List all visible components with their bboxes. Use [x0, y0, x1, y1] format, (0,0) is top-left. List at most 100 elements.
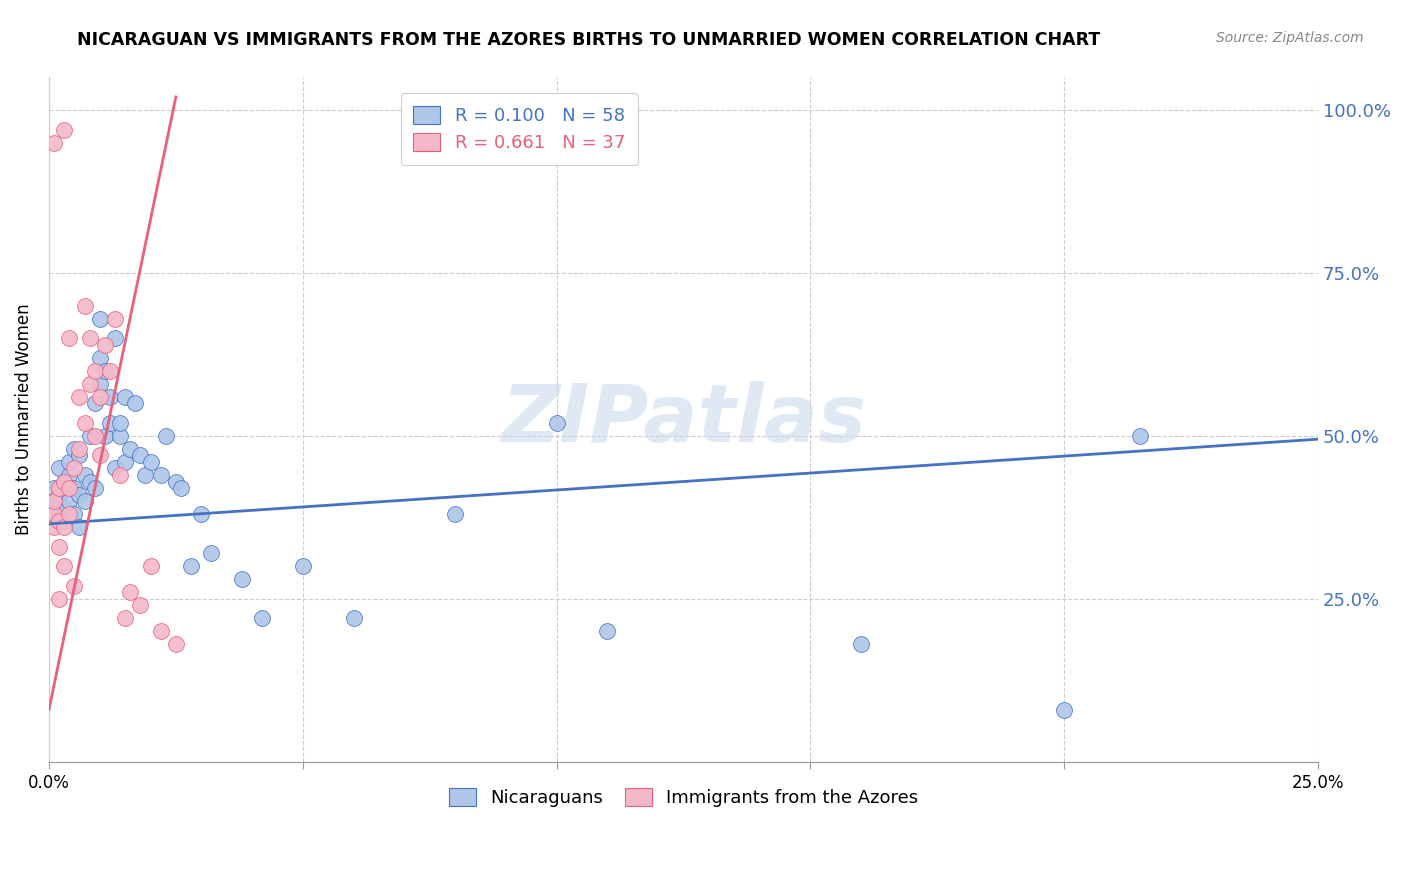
- Point: [73, 299, 96, 313]
- Point: [58, 481, 80, 495]
- Point: [89, 390, 111, 404]
- Point: [42, 136, 65, 150]
- Point: [79, 376, 101, 391]
- Point: [114, 611, 136, 625]
- Point: [104, 331, 127, 345]
- Point: [42, 520, 65, 534]
- Point: [596, 624, 619, 639]
- Point: [53, 514, 76, 528]
- Point: [98, 416, 121, 430]
- Point: [1129, 429, 1152, 443]
- Point: [53, 475, 76, 489]
- Text: ZIPatlas: ZIPatlas: [501, 381, 866, 458]
- Point: [1053, 703, 1076, 717]
- Point: [165, 475, 187, 489]
- Point: [155, 429, 177, 443]
- Point: [94, 364, 117, 378]
- Point: [250, 611, 273, 625]
- Point: [124, 396, 146, 410]
- Point: [67, 449, 90, 463]
- Point: [165, 637, 187, 651]
- Point: [58, 455, 80, 469]
- Point: [58, 507, 80, 521]
- Point: [108, 468, 131, 483]
- Point: [58, 468, 80, 483]
- Point: [149, 468, 172, 483]
- Point: [108, 429, 131, 443]
- Point: [94, 429, 117, 443]
- Point: [170, 481, 193, 495]
- Point: [180, 559, 202, 574]
- Point: [114, 455, 136, 469]
- Point: [53, 122, 76, 136]
- Point: [79, 331, 101, 345]
- Point: [190, 507, 212, 521]
- Point: [48, 591, 70, 606]
- Point: [231, 572, 253, 586]
- Point: [129, 599, 152, 613]
- Point: [200, 546, 222, 560]
- Point: [89, 376, 111, 391]
- Point: [63, 507, 86, 521]
- Point: [104, 311, 127, 326]
- Point: [53, 500, 76, 515]
- Point: [42, 494, 65, 508]
- Point: [83, 481, 105, 495]
- Point: [42, 494, 65, 508]
- Point: [851, 637, 873, 651]
- Point: [89, 449, 111, 463]
- Point: [139, 455, 162, 469]
- Point: [129, 449, 152, 463]
- Point: [114, 390, 136, 404]
- Point: [48, 461, 70, 475]
- Point: [342, 611, 364, 625]
- Point: [83, 396, 105, 410]
- Point: [53, 520, 76, 534]
- Point: [53, 475, 76, 489]
- Point: [89, 311, 111, 326]
- Point: [48, 507, 70, 521]
- Point: [67, 390, 90, 404]
- Point: [291, 559, 314, 574]
- Point: [67, 487, 90, 501]
- Point: [48, 481, 70, 495]
- Point: [79, 475, 101, 489]
- Text: NICARAGUAN VS IMMIGRANTS FROM THE AZORES BIRTHS TO UNMARRIED WOMEN CORRELATION C: NICARAGUAN VS IMMIGRANTS FROM THE AZORES…: [77, 31, 1101, 49]
- Point: [58, 331, 80, 345]
- Point: [98, 364, 121, 378]
- Point: [58, 494, 80, 508]
- Point: [120, 585, 142, 599]
- Point: [63, 481, 86, 495]
- Point: [134, 468, 156, 483]
- Point: [139, 559, 162, 574]
- Point: [444, 507, 467, 521]
- Point: [48, 540, 70, 554]
- Point: [73, 494, 96, 508]
- Text: Source: ZipAtlas.com: Source: ZipAtlas.com: [1216, 31, 1364, 45]
- Y-axis label: Births to Unmarried Women: Births to Unmarried Women: [15, 304, 32, 535]
- Point: [149, 624, 172, 639]
- Point: [48, 514, 70, 528]
- Point: [98, 390, 121, 404]
- Point: [104, 461, 127, 475]
- Point: [546, 416, 568, 430]
- Point: [67, 442, 90, 456]
- Point: [94, 337, 117, 351]
- Point: [89, 351, 111, 365]
- Point: [83, 364, 105, 378]
- Point: [83, 429, 105, 443]
- Point: [79, 429, 101, 443]
- Point: [48, 487, 70, 501]
- Point: [108, 416, 131, 430]
- Point: [42, 507, 65, 521]
- Point: [67, 520, 90, 534]
- Point: [63, 461, 86, 475]
- Legend: Nicaraguans, Immigrants from the Azores: Nicaraguans, Immigrants from the Azores: [441, 780, 925, 814]
- Point: [53, 559, 76, 574]
- Point: [63, 579, 86, 593]
- Point: [73, 468, 96, 483]
- Point: [42, 481, 65, 495]
- Point: [120, 442, 142, 456]
- Point: [63, 442, 86, 456]
- Point: [73, 416, 96, 430]
